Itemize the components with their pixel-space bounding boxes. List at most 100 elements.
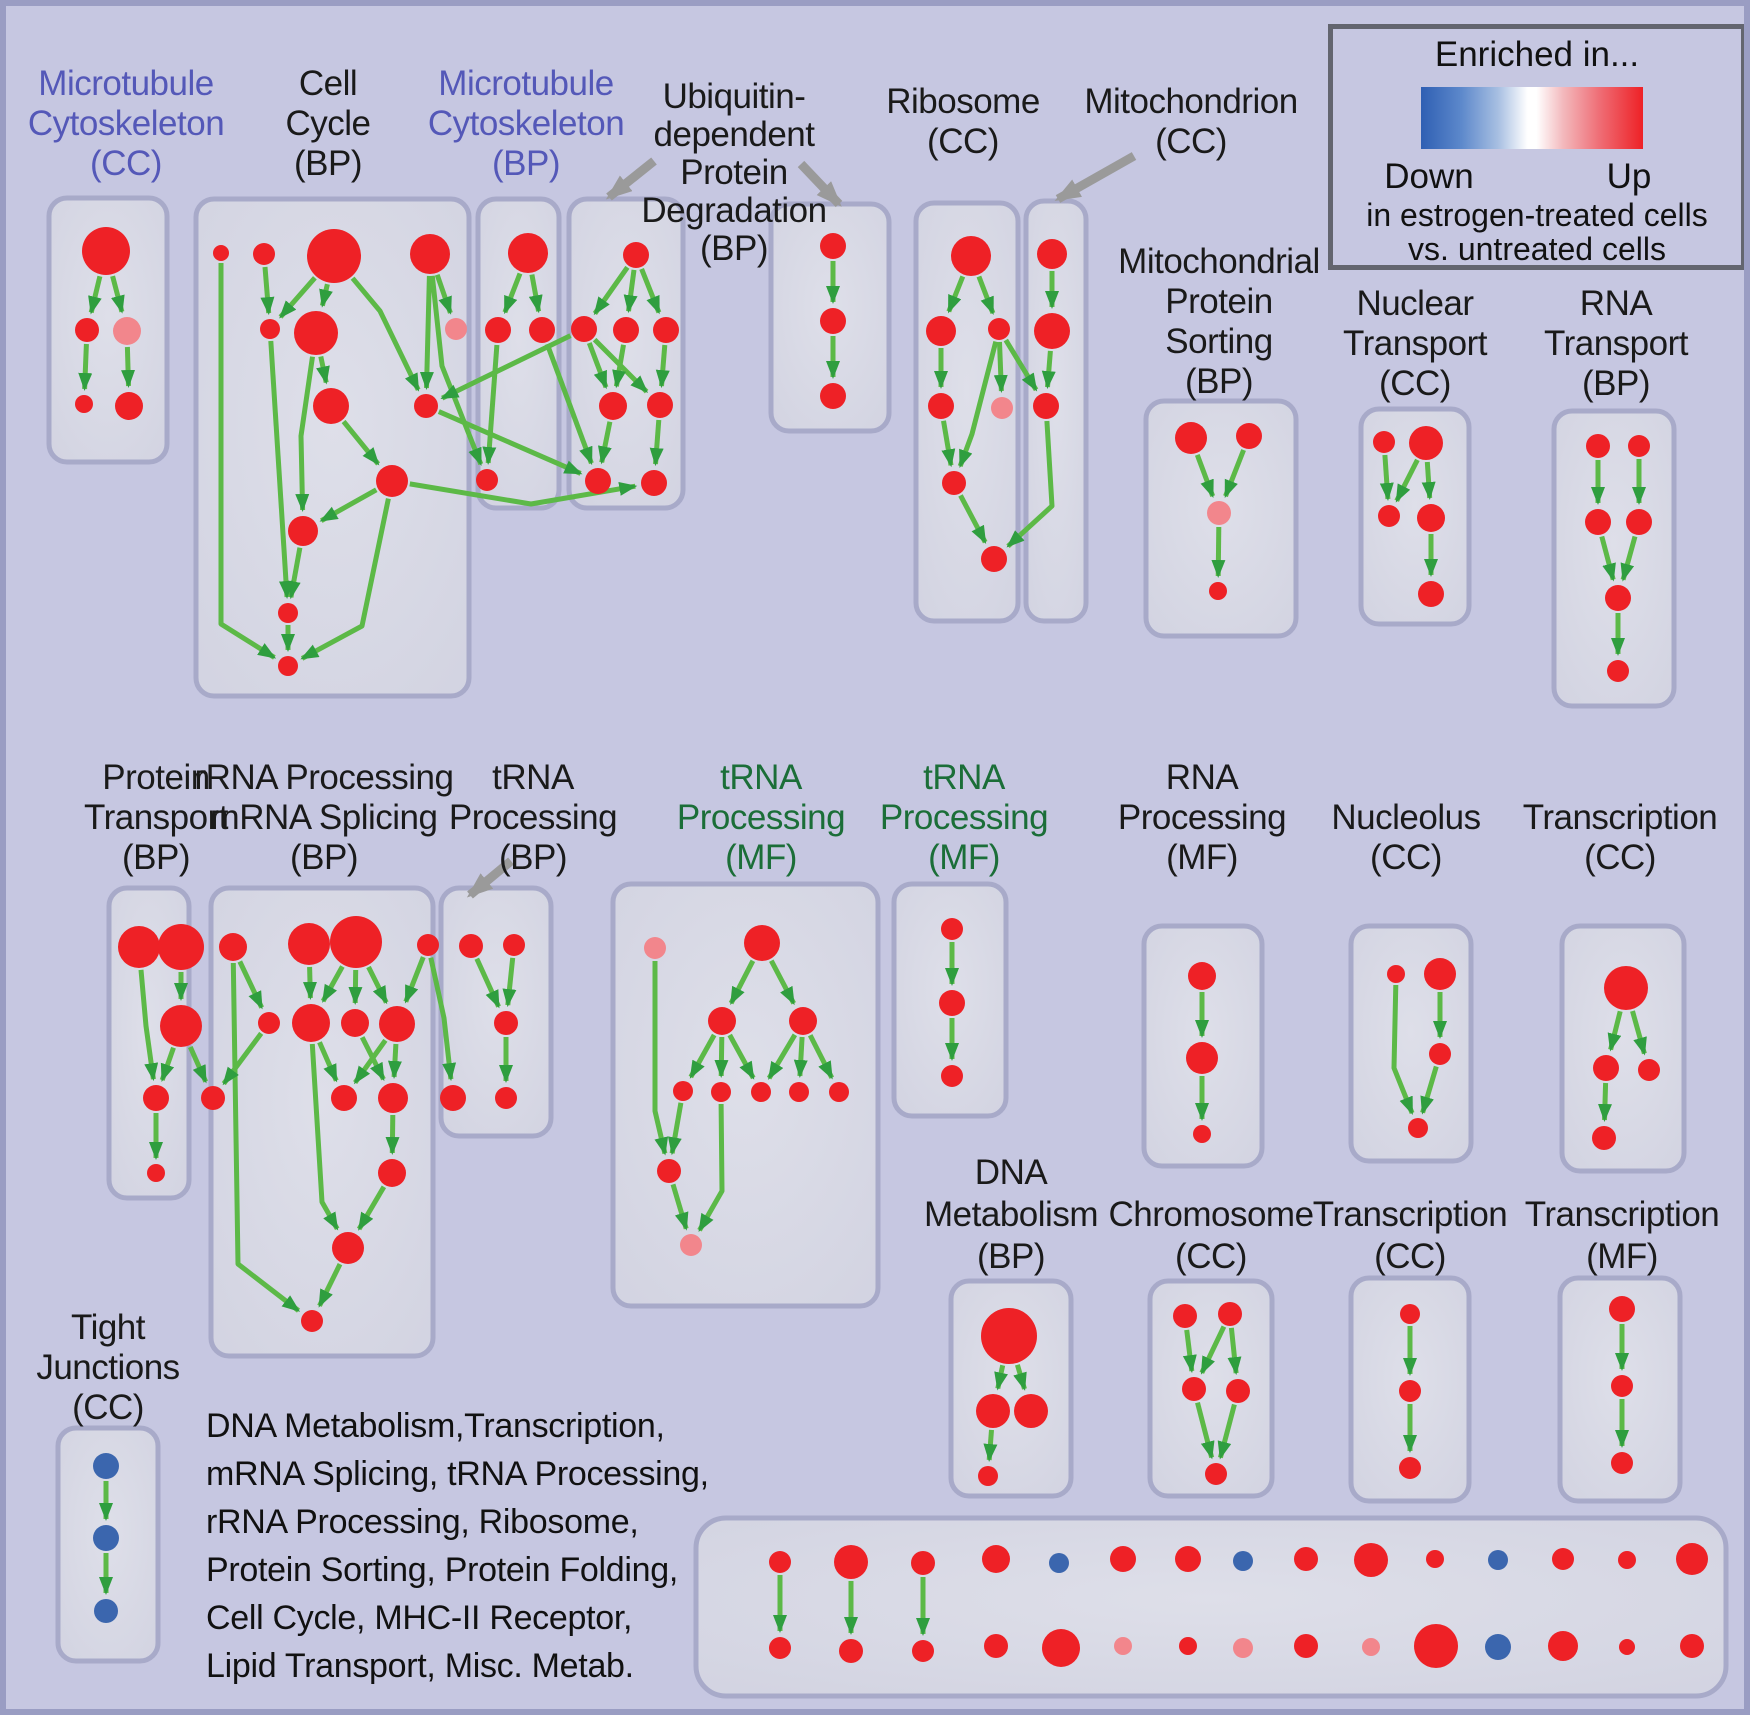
- go-term-node: [657, 1159, 681, 1183]
- go-term-node: [1611, 1375, 1633, 1397]
- group-label-line: Protein: [680, 153, 788, 192]
- shared-terms-line: Lipid Transport, Misc. Metab.: [206, 1647, 634, 1685]
- go-term-node: [313, 388, 349, 424]
- hierarchy-edge: [597, 421, 613, 465]
- group-label-line: Processing: [1117, 798, 1287, 837]
- go-term-node: [288, 923, 330, 965]
- legend-gradient-bar: [1421, 87, 1643, 149]
- go-term-node: [1193, 1125, 1211, 1143]
- go-term-node: [258, 1012, 280, 1034]
- go-term-node: [1186, 1042, 1218, 1074]
- go-term-node: [278, 656, 298, 676]
- group-label-line: Transport: [1343, 324, 1487, 363]
- go-term-node: [115, 392, 143, 420]
- hierarchy-edge: [230, 962, 301, 1313]
- go-term-node: [1429, 1043, 1451, 1065]
- hierarchy-edge: [78, 343, 93, 391]
- label-ribosome: Ribosome (CC): [886, 82, 1040, 162]
- go-term-node: [1033, 393, 1059, 419]
- go-term-node: [1400, 1304, 1420, 1324]
- go-term-node: [1354, 1543, 1388, 1577]
- go-term-node: [680, 1234, 702, 1256]
- go-term-node: [459, 934, 483, 958]
- cross-hierarchy-edge: [1006, 420, 1055, 549]
- go-term-node: [1552, 1548, 1574, 1570]
- go-term-node: [988, 318, 1010, 340]
- go-term-node: [1417, 504, 1445, 532]
- hierarchy-edge: [639, 267, 662, 315]
- go-term-node: [294, 311, 338, 355]
- go-term-node: [278, 603, 298, 623]
- hierarchy-edge: [1194, 454, 1216, 498]
- go-term-node: [1114, 1637, 1132, 1655]
- legend: Enriched in... Down Up in estrogen-treat…: [1328, 24, 1744, 270]
- go-term-node: [1110, 1546, 1136, 1572]
- go-term-node: [1042, 1629, 1080, 1667]
- hierarchy-edge: [1013, 1364, 1027, 1391]
- label-transcription-mf: Transcription (MF): [1525, 1194, 1720, 1278]
- hierarchy-edge: [528, 274, 543, 314]
- group-label-line: (CC): [90, 144, 162, 183]
- go-term-node: [1034, 313, 1070, 349]
- label-trna-bp: tRNA Processing (BP): [449, 758, 618, 878]
- hierarchy-edge: [592, 265, 630, 316]
- hierarchy-edge: [688, 1033, 717, 1079]
- hierarchy-edge: [714, 1036, 729, 1078]
- go-term-node: [143, 1085, 169, 1111]
- group-label-line: (CC): [72, 1388, 144, 1427]
- go-term-node: [613, 317, 639, 343]
- hierarchy-edge: [260, 266, 275, 316]
- go-term-node: [1418, 581, 1444, 607]
- go-term-node: [1049, 1553, 1069, 1573]
- label-nucleolus: Nucleolus (CC): [1331, 798, 1481, 878]
- group-label-line: tRNA: [720, 758, 802, 797]
- group-label-line: (BP): [976, 1237, 1045, 1276]
- hierarchy-edge: [356, 1185, 387, 1231]
- hierarchy-edge: [649, 419, 664, 467]
- hierarchy-edge: [341, 419, 381, 466]
- network-canvas: [46, 152, 1729, 1699]
- group-label-line: Cytoskeleton: [27, 104, 225, 143]
- go-term-node: [1014, 1394, 1048, 1428]
- group-label-line: (CC): [1370, 838, 1442, 877]
- group-box-shared-terms: [693, 1515, 1729, 1699]
- go-term-node: [1414, 1624, 1458, 1668]
- go-term-node: [942, 471, 966, 495]
- group-label-line: (BP): [294, 144, 363, 183]
- group-label-line: (BP): [699, 229, 769, 268]
- group-label-line: (CC): [1379, 364, 1451, 403]
- go-term-node: [529, 317, 555, 343]
- group-label-line: Mitochondrion: [1084, 82, 1298, 121]
- go-term-node: [1638, 1059, 1660, 1081]
- cross-hierarchy-edge: [1003, 338, 1039, 392]
- shared-terms-line: DNA Metabolism,Transcription,: [206, 1407, 665, 1445]
- legend-subtitle-2: vs. untreated cells: [1408, 231, 1666, 267]
- go-term-node: [820, 233, 846, 259]
- go-term-node: [912, 1640, 934, 1662]
- hierarchy-edge: [295, 356, 315, 512]
- go-term-node: [991, 397, 1013, 419]
- hierarchy-edge: [766, 1033, 798, 1080]
- hierarchy-edge: [957, 340, 999, 468]
- go-term-node: [1175, 1546, 1201, 1572]
- legend-title: Enriched in...: [1434, 35, 1640, 74]
- group-label-line: (CC): [1584, 838, 1656, 877]
- group-box-microtubule-bp: [475, 196, 562, 511]
- group-label-line: (CC): [1155, 122, 1227, 161]
- go-term-node: [641, 470, 667, 496]
- group-label-line: RNA: [1165, 758, 1239, 797]
- group-label-line: Mitochondrial: [1118, 242, 1320, 281]
- go-term-node: [984, 1634, 1008, 1658]
- hierarchy-edge: [769, 959, 796, 1006]
- go-term-node: [1426, 1550, 1444, 1568]
- hierarchy-edge: [502, 957, 517, 1008]
- go-term-node: [1593, 1055, 1619, 1081]
- hierarchy-edge: [502, 272, 523, 315]
- go-term-node: [1585, 509, 1611, 535]
- go-term-node: [288, 516, 318, 546]
- label-dna-metabolism: DNA Metabolism (BP): [924, 1152, 1098, 1278]
- group-label-line: (MF): [928, 838, 1000, 877]
- go-term-node: [1607, 660, 1629, 682]
- hierarchy-edge: [419, 275, 434, 390]
